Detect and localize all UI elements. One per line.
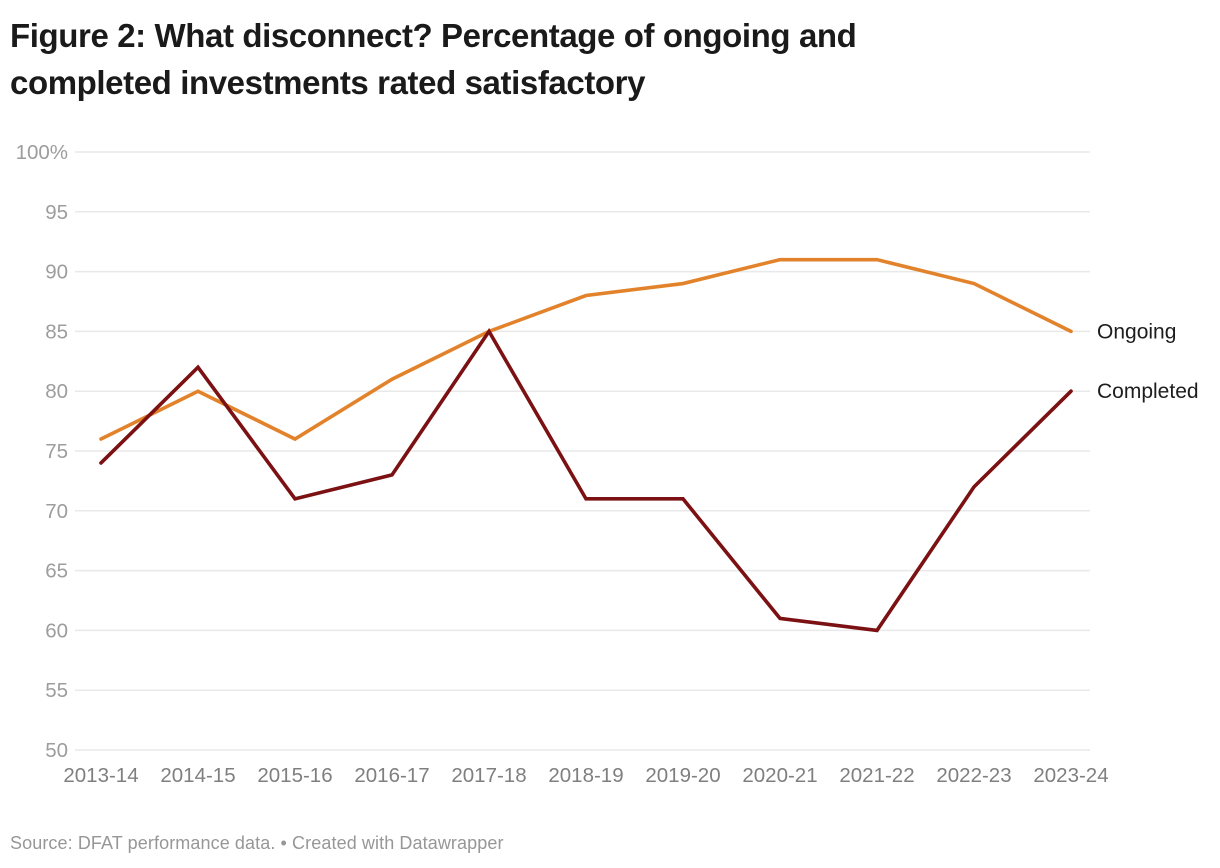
y-tick-label: 95 — [45, 201, 68, 224]
y-tick-label: 50 — [45, 739, 68, 762]
chart-title-line-1: Figure 2: What disconnect? Percentage of… — [10, 17, 857, 54]
y-tick-label: 55 — [45, 679, 68, 702]
x-tick-label: 2014-15 — [160, 764, 235, 787]
y-tick-label: 85 — [45, 320, 68, 343]
x-tick-label: 2019-20 — [645, 764, 720, 787]
x-tick-label: 2015-16 — [257, 764, 332, 787]
y-tick-label: 75 — [45, 440, 68, 463]
line-ongoing — [99, 257, 1073, 442]
x-tick-label: 2013-14 — [63, 764, 138, 787]
y-tick-label: 80 — [45, 380, 68, 403]
x-tick-label: 2022-23 — [936, 764, 1011, 787]
line-completed — [99, 328, 1073, 633]
y-tick-label: 65 — [45, 560, 68, 583]
y-tick-label: 100% — [16, 141, 68, 164]
x-tick-label: 2016-17 — [354, 764, 429, 787]
y-tick-label: 60 — [45, 619, 68, 642]
x-tick-label: 2023-24 — [1033, 764, 1108, 787]
series-label-completed: Completed — [1097, 380, 1199, 403]
footer-source: Source: DFAT performance data. • Created… — [10, 833, 504, 853]
x-tick-label: 2017-18 — [451, 764, 526, 787]
chart-title-line-2: completed investments rated satisfactory — [10, 64, 646, 101]
x-tick-label: 2020-21 — [742, 764, 817, 787]
x-tick-label: 2021-22 — [839, 764, 914, 787]
y-tick-label: 70 — [45, 500, 68, 523]
y-tick-label: 90 — [45, 261, 68, 284]
x-tick-label: 2018-19 — [548, 764, 623, 787]
chart-title: Figure 2: What disconnect? Percentage of… — [10, 12, 1160, 106]
series-label-ongoing: Ongoing — [1097, 320, 1176, 343]
